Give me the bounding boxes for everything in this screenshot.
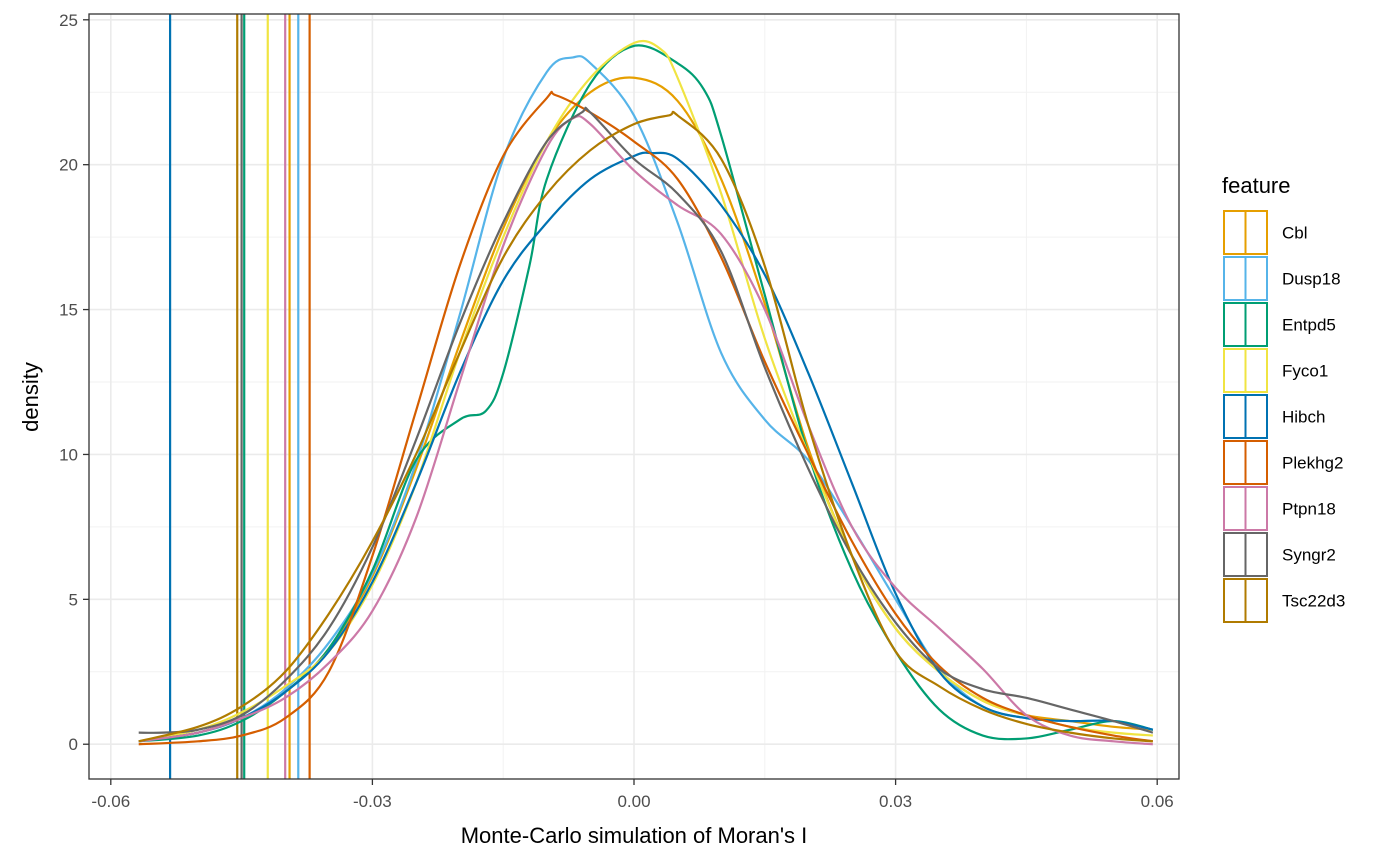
density-curve-entpd5 xyxy=(138,44,1154,743)
legend-label: Fyco1 xyxy=(1282,362,1328,381)
major-gridlines xyxy=(89,14,1179,779)
legend-label: Dusp18 xyxy=(1282,270,1341,289)
x-tick-label: 0.03 xyxy=(879,792,912,811)
y-tick-label: 15 xyxy=(59,301,78,320)
y-tick-label: 0 xyxy=(69,735,78,754)
legend-item-hibch: Hibch xyxy=(1223,394,1325,439)
density-curve-tsc22d3 xyxy=(138,110,1153,743)
density-curves xyxy=(138,39,1154,746)
legend-label: Hibch xyxy=(1282,408,1325,427)
legend-label: Ptpn18 xyxy=(1282,500,1336,519)
legend-label: Tsc22d3 xyxy=(1282,592,1345,611)
legend-item-tsc22d3: Tsc22d3 xyxy=(1223,578,1345,623)
y-tick-label: 25 xyxy=(59,11,78,30)
observed-value-lines xyxy=(168,14,311,779)
legend-label: Cbl xyxy=(1282,224,1308,243)
y-axis-title: density xyxy=(18,362,43,432)
x-tick-label: -0.03 xyxy=(353,792,392,811)
legend-label: Syngr2 xyxy=(1282,546,1336,565)
y-axis-ticks: 0 5 10 15 20 25 xyxy=(59,11,89,754)
x-tick-label: 0.06 xyxy=(1141,792,1174,811)
y-tick-label: 10 xyxy=(59,445,78,464)
legend-item-cbl: Cbl xyxy=(1223,210,1308,255)
density-curve-plekhg2 xyxy=(138,90,1154,746)
density-curve-dusp18 xyxy=(138,55,1154,743)
legend-item-plekhg2: Plekhg2 xyxy=(1223,440,1343,485)
legend-item-fyco1: Fyco1 xyxy=(1223,348,1328,393)
y-tick-label: 20 xyxy=(59,156,78,175)
x-axis-ticks: -0.06 -0.03 0.00 0.03 0.06 xyxy=(91,779,1174,811)
legend-item-entpd5: Entpd5 xyxy=(1223,302,1336,347)
y-tick-label: 5 xyxy=(69,590,78,609)
legend-item-dusp18: Dusp18 xyxy=(1223,256,1341,301)
x-tick-label: -0.06 xyxy=(91,792,130,811)
legend-item-syngr2: Syngr2 xyxy=(1223,532,1336,577)
legend-label: Entpd5 xyxy=(1282,316,1336,335)
legend-label: Plekhg2 xyxy=(1282,454,1343,473)
legend-item-ptpn18: Ptpn18 xyxy=(1223,486,1336,531)
density-curve-syngr2 xyxy=(138,106,1154,734)
legend-title: feature xyxy=(1222,173,1291,198)
density-curve-ptpn18 xyxy=(138,115,1153,746)
x-tick-label: 0.00 xyxy=(617,792,650,811)
legend: feature Cbl Dusp18 Entpd5 Fyco1 Hibch Plekhg2… xyxy=(1222,173,1345,623)
x-axis-title: Monte-Carlo simulation of Moran's I xyxy=(461,823,808,848)
